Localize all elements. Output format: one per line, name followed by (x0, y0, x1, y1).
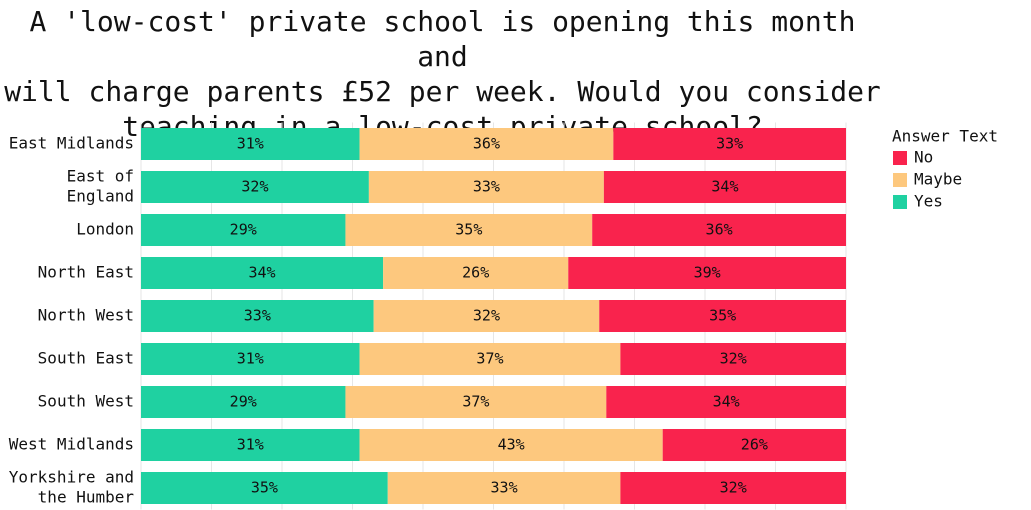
bar-value-label: 43% (498, 436, 525, 454)
bar-segment-yes[interactable] (141, 343, 360, 375)
bar-value-label: 32% (720, 350, 747, 368)
legend-title: Answer Text (892, 127, 998, 146)
bar-value-label: 31% (237, 350, 264, 368)
bar-segment-yes[interactable] (141, 128, 360, 160)
legend-swatch-yes[interactable] (893, 195, 907, 209)
bar-segment-no[interactable] (620, 472, 846, 504)
bar-segment-no[interactable] (613, 128, 846, 160)
category-label: South West (38, 392, 134, 411)
category-label: South East (38, 349, 134, 368)
legend-label-yes[interactable]: Yes (914, 192, 943, 211)
bar-value-label: 37% (462, 393, 489, 411)
bar-value-label: 32% (241, 178, 268, 196)
bar-segment-maybe[interactable] (359, 429, 663, 461)
bar-value-label: 35% (709, 307, 736, 325)
bar-segment-yes[interactable] (141, 214, 346, 246)
bar-value-label: 36% (706, 221, 733, 239)
legend-label-maybe[interactable]: Maybe (914, 170, 962, 189)
bar-segment-yes[interactable] (141, 429, 360, 461)
bar-segment-no[interactable] (599, 300, 846, 332)
category-label: West Midlands (9, 435, 134, 454)
category-label: North East (38, 263, 134, 282)
category-label: North West (38, 306, 134, 325)
bar-segment-maybe[interactable] (373, 300, 600, 332)
bar-segment-yes[interactable] (141, 472, 388, 504)
bar-value-label: 36% (473, 135, 500, 153)
bar-value-label: 33% (491, 479, 518, 497)
bar-segment-yes[interactable] (141, 300, 374, 332)
bar-segment-no[interactable] (662, 429, 846, 461)
legend-label-no[interactable]: No (914, 148, 933, 167)
bar-segment-yes[interactable] (141, 257, 384, 289)
bar-value-label: 32% (473, 307, 500, 325)
bar-segment-maybe[interactable] (359, 343, 621, 375)
legend-swatch-maybe[interactable] (893, 173, 907, 187)
bar-value-label: 31% (237, 436, 264, 454)
bar-value-label: 37% (476, 350, 503, 368)
bar-value-label: 29% (230, 221, 257, 239)
bar-segment-yes[interactable] (141, 171, 369, 203)
bar-value-label: 26% (462, 264, 489, 282)
bar-value-label: 26% (741, 436, 768, 454)
category-labels: East Midlands East of England London North E… (9, 134, 135, 507)
category-label: East of England (67, 167, 134, 206)
legend[interactable]: Answer Text No Maybe Yes (892, 127, 998, 211)
bar-value-label: 29% (230, 393, 257, 411)
bar-value-label: 34% (711, 178, 738, 196)
bar-value-label: 33% (244, 307, 271, 325)
bar-value-label: 33% (716, 135, 743, 153)
category-label: East Midlands (9, 134, 134, 153)
legend-swatch-no[interactable] (893, 151, 907, 165)
category-label: London (76, 220, 134, 239)
bar-segment-no[interactable] (606, 386, 846, 418)
bar-segment-maybe[interactable] (383, 257, 569, 289)
bars: 31% 36% 33% 32% 33% 34% 29% 35% 36% 34% 26% 39% 33% 3… (141, 128, 846, 504)
bar-value-label: 33% (473, 178, 500, 196)
bar-segment-no[interactable] (603, 171, 846, 203)
bar-value-label: 32% (720, 479, 747, 497)
bar-value-label: 34% (249, 264, 276, 282)
bar-segment-maybe[interactable] (359, 128, 614, 160)
bar-segment-maybe[interactable] (345, 386, 607, 418)
bar-segment-no[interactable] (568, 257, 846, 289)
bar-value-label: 35% (455, 221, 482, 239)
bar-segment-maybe[interactable] (345, 214, 593, 246)
bar-value-label: 34% (713, 393, 740, 411)
bar-segment-no[interactable] (592, 214, 846, 246)
bar-segment-yes[interactable] (141, 386, 346, 418)
bar-value-label: 39% (694, 264, 721, 282)
bar-value-label: 31% (237, 135, 264, 153)
category-label: Yorkshire and the Humber (9, 468, 135, 507)
bar-segment-maybe[interactable] (368, 171, 604, 203)
bar-segment-maybe[interactable] (387, 472, 621, 504)
bar-segment-no[interactable] (620, 343, 846, 375)
bar-value-label: 35% (251, 479, 278, 497)
